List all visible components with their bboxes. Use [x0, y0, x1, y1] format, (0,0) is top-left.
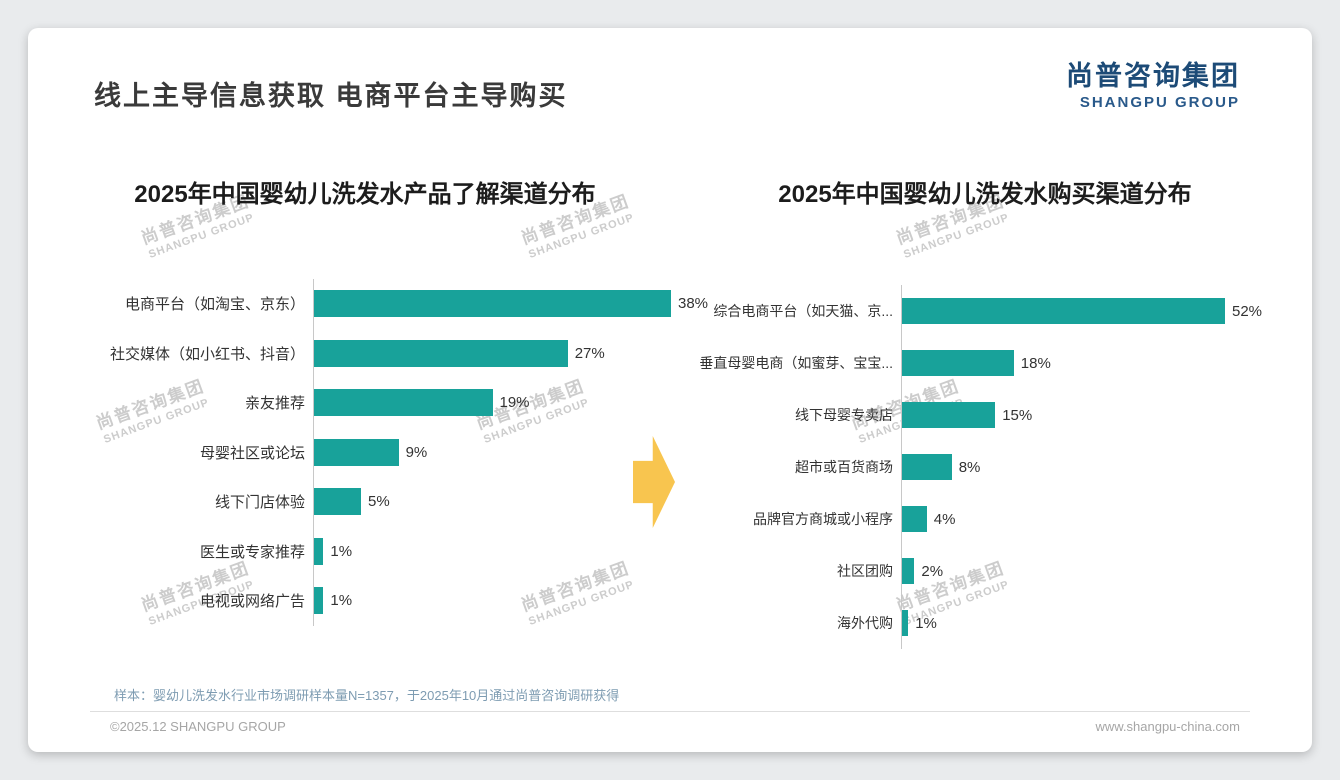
bar-track: 19%: [313, 378, 730, 428]
category-label: 社区团购: [837, 563, 893, 579]
bar-row: 电商平台（如淘宝、京东） 38%: [90, 279, 730, 329]
bar-track: 1%: [901, 597, 1290, 649]
bar: [314, 438, 399, 466]
bar-row: 综合电商平台（如天猫、京... 52%: [680, 285, 1290, 337]
footer-divider: [90, 711, 1250, 712]
value-label: 52%: [1232, 302, 1263, 320]
logo-en-text: SHANGPU GROUP: [1079, 94, 1240, 111]
category-label: 医生或专家推荐: [199, 543, 305, 561]
value-label: 1%: [330, 542, 353, 560]
page-title: 线上主导信息获取 电商平台主导购买: [94, 81, 568, 111]
value-label: 19%: [499, 394, 530, 412]
bar-row: 海外代购 1%: [680, 597, 1290, 649]
category-label: 亲友推荐: [244, 395, 305, 413]
category-label: 品牌官方商城或小程序: [753, 511, 893, 527]
chart-title-purchase: 2025年中国婴幼儿洗发水购买渠道分布: [778, 181, 1192, 208]
chart-purchase-channels: 2025年中国婴幼儿洗发水购买渠道分布 综合电商平台（如天猫、京... 52% 垂直…: [680, 174, 1290, 649]
category-label: 电视或网络广告: [199, 593, 305, 611]
bar-row: 社交媒体（如小红书、抖音） 27%: [90, 328, 730, 378]
logo-cn-text: 尚普咨询集团: [1066, 61, 1240, 91]
bar-track: 27%: [313, 328, 730, 378]
bar-track: 52%: [901, 285, 1290, 337]
value-label: 27%: [574, 344, 605, 362]
slide-content: 线上主导信息获取 电商平台主导购买 尚普咨询集团 SHANGPU GROUP 2…: [28, 28, 1312, 752]
bar: [902, 454, 952, 480]
value-label: 15%: [1002, 406, 1033, 424]
bar-row: 品牌官方商城或小程序 4%: [680, 493, 1290, 545]
bar-track: 38%: [313, 279, 730, 329]
bar: [314, 389, 493, 417]
bar-track: 9%: [313, 427, 730, 477]
value-label: 8%: [958, 458, 981, 476]
bar-row: 线下母婴专卖店 15%: [680, 389, 1290, 441]
value-label: 1%: [915, 614, 937, 632]
bar: [314, 488, 361, 516]
bar-track: 15%: [901, 389, 1290, 441]
bar-row: 线下门店体验 5%: [90, 477, 730, 527]
value-label: 9%: [405, 443, 428, 461]
bar: [314, 339, 568, 367]
bar-row: 母婴社区或论坛 9%: [90, 427, 730, 477]
bar-rows-purchase: 综合电商平台（如天猫、京... 52% 垂直母婴电商（如蜜芽、宝宝... 18% 线下母…: [680, 285, 1290, 649]
bar: [902, 506, 927, 532]
category-label: 电商平台（如淘宝、京东）: [124, 296, 305, 314]
slide: 尚普咨询集团 SHANGPU GROUP 尚普咨询集团 SHANGPU GROUP 尚普…: [28, 28, 1312, 752]
bar-row: 电视或网络广告 1%: [90, 576, 730, 626]
value-label: 2%: [921, 562, 944, 580]
website-text: www.shangpu-china.com: [1095, 719, 1240, 734]
bar-row: 超市或百货商场 8%: [680, 441, 1290, 493]
bar: [314, 587, 324, 615]
chart-title-awareness: 2025年中国婴幼儿洗发水产品了解渠道分布: [134, 181, 596, 208]
bar-track: 18%: [901, 337, 1290, 389]
category-label: 线下门店体验: [214, 494, 305, 512]
value-label: 4%: [933, 510, 956, 528]
category-label: 母婴社区或论坛: [199, 444, 305, 462]
bar-row: 社区团购 2%: [680, 545, 1290, 597]
bar-row: 医生或专家推荐 1%: [90, 526, 730, 576]
bar-row: 亲友推荐 19%: [90, 378, 730, 428]
bar: [314, 537, 324, 565]
value-label: 1%: [330, 592, 353, 610]
category-label: 社交媒体（如小红书、抖音）: [109, 345, 305, 363]
bar-track: 5%: [313, 477, 730, 527]
bar: [902, 402, 996, 428]
chart-awareness-channels: 2025年中国婴幼儿洗发水产品了解渠道分布 电商平台（如淘宝、京东） 38% 社交媒…: [90, 174, 730, 626]
category-label: 综合电商平台（如天猫、京...: [713, 303, 893, 319]
bar: [902, 558, 915, 584]
copyright-text: ©2025.12 SHANGPU GROUP: [110, 719, 286, 734]
sample-note: 样本：婴幼儿洗发水行业市场调研样本量N=1357，于2025年10月通过尚普咨询…: [114, 688, 620, 703]
category-label: 垂直母婴电商（如蜜芽、宝宝...: [699, 355, 893, 371]
value-label: 38%: [678, 295, 709, 313]
category-label: 海外代购: [837, 615, 893, 631]
value-label: 18%: [1020, 354, 1051, 372]
category-label: 线下母婴专卖店: [795, 407, 893, 423]
bar-track: 2%: [901, 545, 1290, 597]
bar: [902, 350, 1014, 376]
bar-row: 垂直母婴电商（如蜜芽、宝宝... 18%: [680, 337, 1290, 389]
bar-track: 1%: [313, 576, 730, 626]
bar: [902, 610, 909, 636]
bar: [314, 290, 671, 318]
bar: [902, 298, 1225, 324]
bar-rows-awareness: 电商平台（如淘宝、京东） 38% 社交媒体（如小红书、抖音） 27% 亲友推荐 19% 母婴…: [90, 279, 730, 626]
bar-track: 8%: [901, 441, 1290, 493]
bar-track: 1%: [313, 526, 730, 576]
bar-track: 4%: [901, 493, 1290, 545]
category-label: 超市或百货商场: [795, 459, 893, 475]
company-logo: 尚普咨询集团 SHANGPU GROUP: [1066, 54, 1240, 111]
value-label: 5%: [368, 493, 390, 511]
